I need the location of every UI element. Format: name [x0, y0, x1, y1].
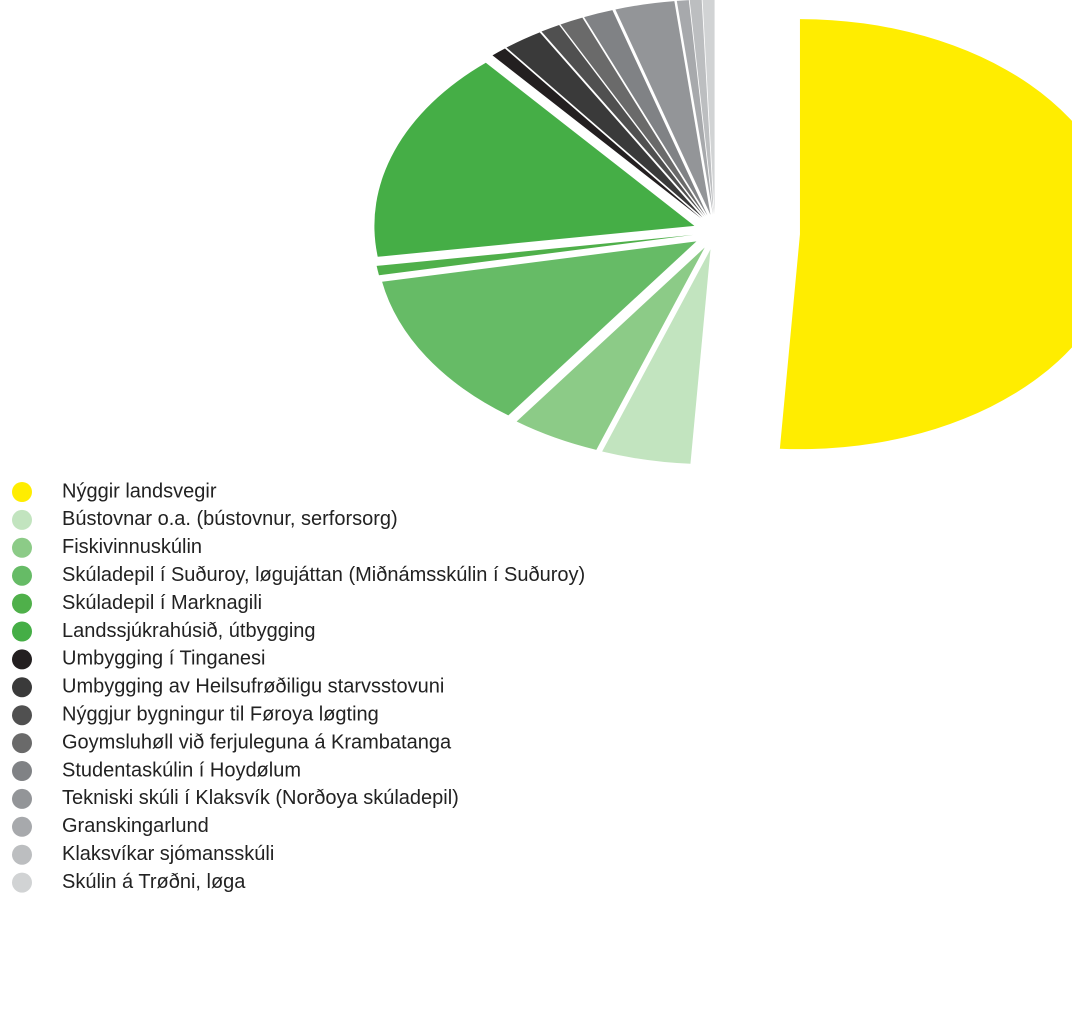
pie-slice [376, 234, 694, 276]
legend-swatch [12, 788, 32, 809]
pie-slice [374, 62, 695, 257]
legend-swatch [12, 677, 32, 698]
legend-swatch [12, 565, 32, 586]
legend-swatch [12, 816, 32, 837]
legend-swatch [12, 761, 32, 781]
pie-slice [615, 1, 711, 215]
legend-label: Nýggir landsvegir [62, 480, 217, 502]
legend-label: Fiskivinnuskúlin [62, 536, 202, 558]
legend-swatch [12, 733, 32, 754]
legend-swatch [12, 509, 32, 530]
legend-label: Goymsluhøll við ferjuleguna á Krambatang… [62, 731, 452, 753]
legend-swatch [12, 844, 32, 865]
legend-label: Landssjúkrahúsið, útbygging [62, 620, 316, 642]
legend-swatch [12, 872, 32, 893]
legend-label: Klaksvíkar sjómansskúli [62, 843, 274, 865]
pie-slice [779, 19, 1072, 450]
pie-slice [584, 10, 708, 216]
pie-slice [506, 32, 703, 218]
pie-slice [702, 0, 715, 215]
pie-slice [602, 249, 711, 464]
legend-label: Skúladepil í Marknagili [62, 592, 262, 614]
pie-slice [382, 241, 697, 416]
legend-label: Granskingarlund [62, 815, 209, 837]
legend-label: Umbygging av Heilsufrøðiligu starvsstovu… [62, 676, 444, 698]
legend-label: Skúlin á Trøðni, løga [62, 871, 246, 893]
legend-label: Bústovnar o.a. (bústovnur, serforsorg) [62, 508, 398, 530]
pie-slice [676, 0, 713, 215]
pie-slice [492, 48, 702, 219]
pie-slice [560, 17, 706, 217]
pie-slice [541, 25, 705, 217]
pie-slice [689, 0, 714, 215]
pie-slice [516, 247, 705, 450]
legend-swatch [12, 482, 32, 502]
legend-label: Umbygging í Tinganesi [62, 648, 265, 670]
legend-label: Tekniski skúli í Klaksvík (Norðoya skúla… [62, 787, 459, 809]
legend-swatch [12, 705, 32, 726]
legend-swatch [12, 649, 32, 670]
legend-swatch [12, 537, 32, 558]
legend-label: Nýggjur bygningur til Føroya løgting [62, 703, 379, 725]
legend-swatch [12, 593, 32, 614]
legend-swatch [12, 621, 32, 642]
legend-label: Skúladepil í Suðuroy, løgujáttan (Miðnám… [62, 564, 585, 586]
legend-label: Studentaskúlin í Hoydølum [62, 759, 301, 781]
